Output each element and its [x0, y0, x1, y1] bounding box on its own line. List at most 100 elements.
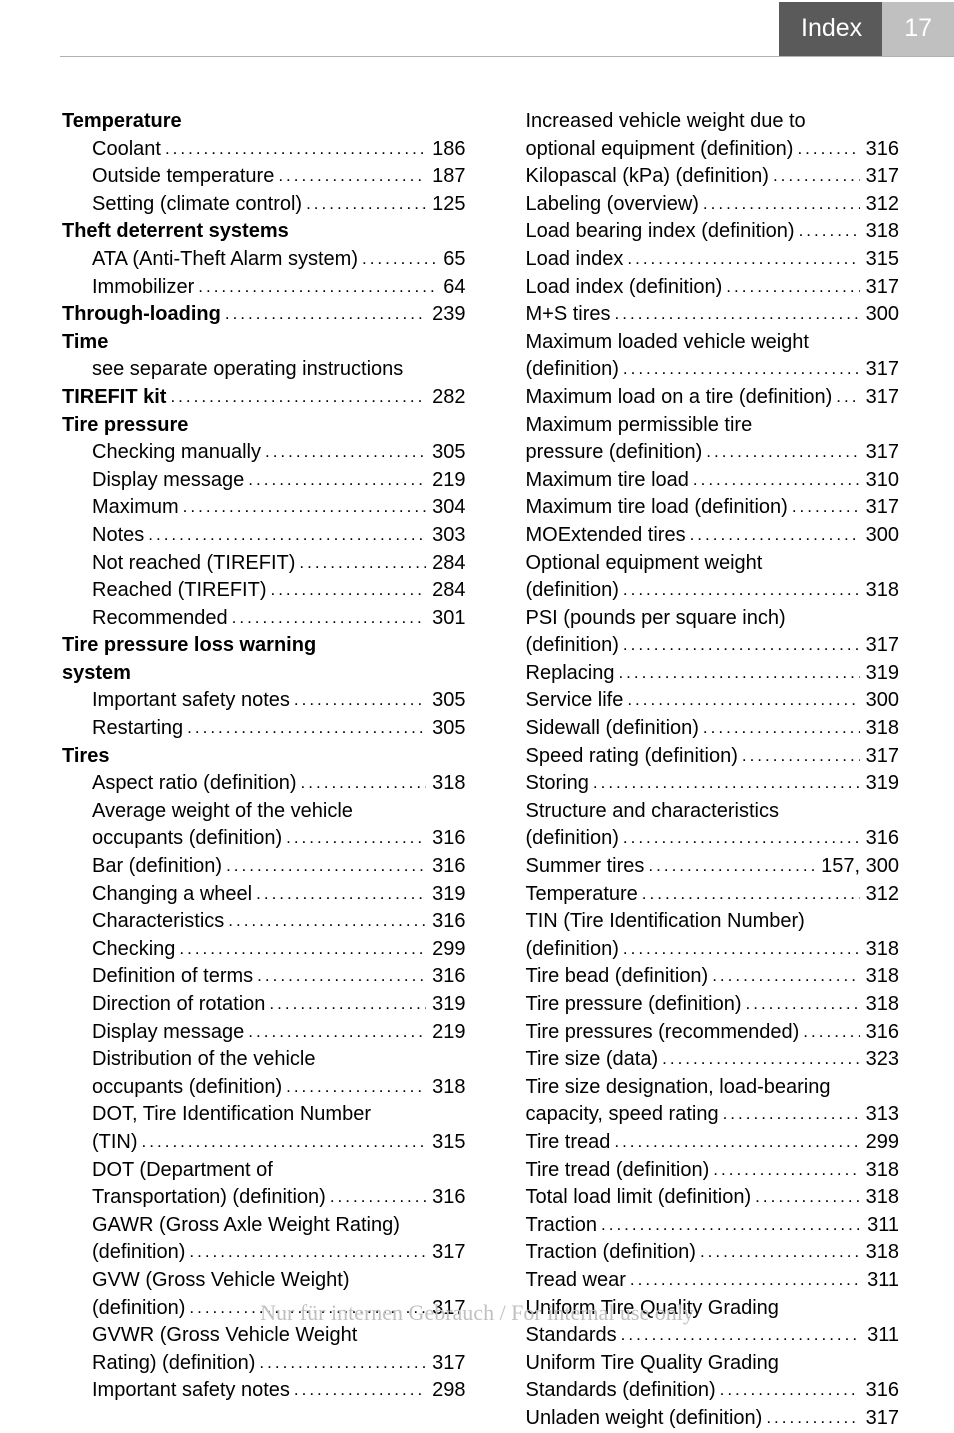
index-entry-label: Restarting — [62, 715, 183, 743]
index-entry-label: Traction (definition) — [496, 1239, 696, 1267]
leader-dots — [326, 1185, 426, 1208]
leader-dots — [793, 137, 859, 160]
index-entry: Tire size (data)323 — [496, 1046, 900, 1074]
index-entry-label: occupants (definition) — [62, 825, 282, 853]
index-entry-continuation: DOT (Department of — [62, 1157, 466, 1185]
index-entry-label: Kilopascal (kPa) (definition) — [496, 163, 769, 191]
leader-dots — [228, 606, 427, 629]
index-entry-page: 312 — [860, 881, 899, 909]
index-entry: Recommended301 — [62, 605, 466, 633]
index-entry-page: 313 — [860, 1101, 899, 1129]
index-entry-label: optional equipment (definition) — [496, 136, 794, 164]
index-entry-page: 318 — [860, 1184, 899, 1212]
index-entry-page: 311 — [861, 1212, 899, 1240]
index-entry-label: Speed rating (definition) — [496, 743, 738, 771]
index-entry-label: Display message — [62, 1019, 244, 1047]
index-tab: Index 17 — [779, 0, 954, 57]
index-entry-continuation: Maximum loaded vehicle weight — [496, 329, 900, 357]
index-entry-page: 316 — [426, 1184, 465, 1212]
index-entry-label: Standards — [496, 1322, 617, 1350]
index-entry: Setting (climate control)125 — [62, 191, 466, 219]
leader-dots — [597, 1213, 861, 1236]
index-entry-page: 304 — [426, 494, 465, 522]
index-entry-label: (definition) — [496, 356, 619, 384]
index-entry-page: 318 — [426, 770, 465, 798]
leader-dots — [610, 1130, 859, 1153]
index-entry-label: Total load limit (definition) — [496, 1184, 752, 1212]
index-entry: Checking manually305 — [62, 439, 466, 467]
index-entry-label: Load index (definition) — [496, 274, 723, 302]
header-page-number: 17 — [882, 2, 954, 56]
index-entry: M+S tires300 — [496, 301, 900, 329]
leader-dots — [282, 826, 426, 849]
leader-dots — [751, 1185, 859, 1208]
index-entry: Tire pressure (definition)318 — [496, 991, 900, 1019]
index-entry-page: 284 — [426, 577, 465, 605]
index-entry-page: 316 — [860, 825, 899, 853]
index-entry-label: Display message — [62, 467, 244, 495]
leader-dots — [261, 440, 426, 463]
index-entry-label: Coolant — [62, 136, 161, 164]
index-entry-label: Maximum tire load — [496, 467, 689, 495]
index-entry-page: 315 — [426, 1129, 465, 1157]
index-entry-label: (TIN) — [62, 1129, 138, 1157]
leader-dots — [179, 495, 426, 518]
index-entry: (TIN) 315 — [62, 1129, 466, 1157]
index-entry-label: capacity, speed rating — [496, 1101, 719, 1129]
index-entry: Sidewall (definition)318 — [496, 715, 900, 743]
leader-dots — [623, 688, 859, 711]
index-entry-page: 300 — [860, 687, 899, 715]
index-entry-page: 312 — [860, 191, 899, 219]
leader-dots — [144, 523, 426, 546]
index-entry: (definition) 318 — [496, 577, 900, 605]
index-entry: TIREFIT kit282 — [62, 384, 466, 412]
index-entry: Tire tread (definition)318 — [496, 1157, 900, 1185]
leader-dots — [297, 771, 427, 794]
leader-dots — [222, 854, 426, 877]
leader-dots — [295, 551, 426, 574]
index-entry-page: 318 — [860, 1239, 899, 1267]
index-heading: Tire pressure — [62, 412, 466, 440]
leader-dots — [619, 826, 860, 849]
index-entry-page: 157, 300 — [815, 853, 899, 881]
index-entry-label: Checking — [62, 936, 175, 964]
index-entry-label: Important safety notes — [62, 1377, 290, 1405]
index-entry-label: pressure (definition) — [496, 439, 703, 467]
index-entry-page: 323 — [860, 1046, 899, 1074]
index-entry-label: (definition) — [496, 577, 619, 605]
leader-dots — [244, 1020, 426, 1043]
index-entry-page: 219 — [426, 467, 465, 495]
leader-dots — [224, 909, 426, 932]
index-entry: Temperature312 — [496, 881, 900, 909]
index-entry-continuation: TIN (Tire Identification Number) — [496, 908, 900, 936]
index-entry-label: Tire bead (definition) — [496, 963, 709, 991]
leader-dots — [274, 164, 426, 187]
index-entry: pressure (definition)317 — [496, 439, 900, 467]
index-entry-label: MOExtended tires — [496, 522, 686, 550]
index-entry-label: (definition) — [496, 825, 619, 853]
index-entry-label: occupants (definition) — [62, 1074, 282, 1102]
index-entry-label: (definition) — [496, 936, 619, 964]
index-entry-continuation: GVWR (Gross Vehicle Weight — [62, 1322, 466, 1350]
index-entry: capacity, speed rating 313 — [496, 1101, 900, 1129]
index-entry-page: 299 — [426, 936, 465, 964]
leader-dots — [358, 247, 437, 270]
index-entry: Load index (definition)317 — [496, 274, 900, 302]
index-entry-page: 219 — [426, 1019, 465, 1047]
left-column: TemperatureCoolant186Outside temperature… — [62, 108, 466, 1433]
index-heading: Tires — [62, 743, 466, 771]
index-entry: Service life300 — [496, 687, 900, 715]
leader-dots — [686, 523, 860, 546]
leader-dots — [611, 302, 860, 325]
index-entry: Speed rating (definition)317 — [496, 743, 900, 771]
index-entry-page: 315 — [860, 246, 899, 274]
index-entry-label: Load bearing index (definition) — [496, 218, 795, 246]
leader-dots — [799, 1020, 859, 1043]
index-entry: Checking 299 — [62, 936, 466, 964]
leader-dots — [638, 882, 860, 905]
index-entry-page: 318 — [860, 577, 899, 605]
index-entry-label: Definition of terms — [62, 963, 253, 991]
index-entry-page: 317 — [426, 1239, 465, 1267]
leader-dots — [623, 247, 859, 270]
index-entry-label: Load index — [496, 246, 624, 274]
